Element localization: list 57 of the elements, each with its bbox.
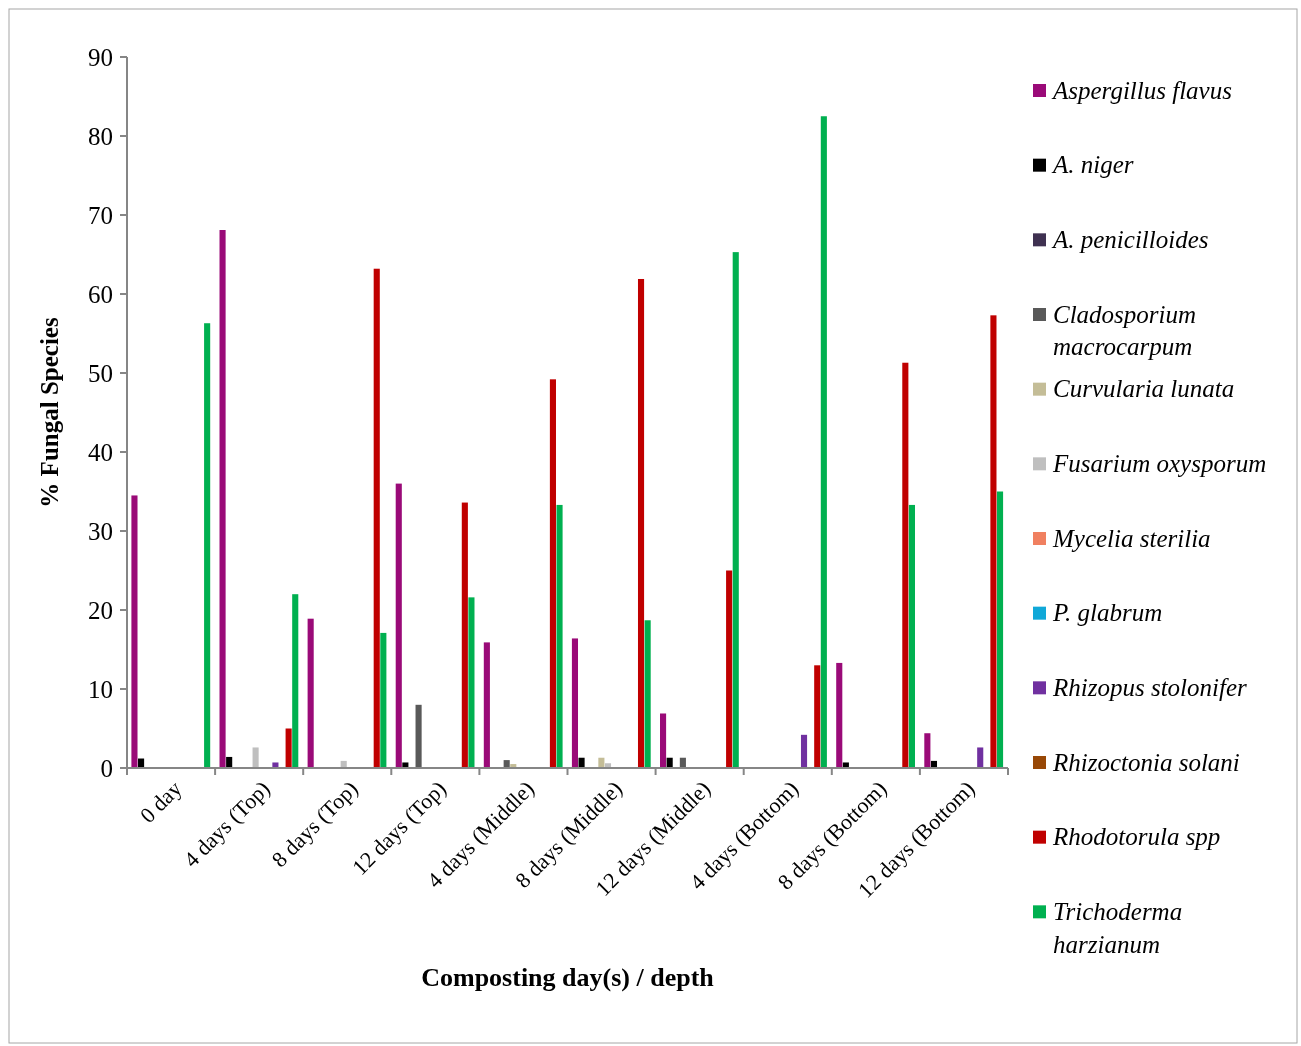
bar [908, 504, 915, 768]
bar [556, 504, 563, 768]
legend-label: A. penicilloides [1051, 226, 1209, 254]
legend-label: Trichoderma harzianum [1053, 898, 1183, 958]
bar [800, 734, 808, 768]
bar [996, 491, 1004, 768]
y-tick-label: 50 [88, 359, 113, 387]
bar [380, 632, 387, 768]
bar [836, 662, 843, 768]
bar [549, 379, 556, 768]
bar [571, 638, 579, 768]
bar [732, 252, 739, 768]
bar [660, 713, 667, 768]
legend-label: Curvularia lunata [1053, 375, 1235, 403]
legend-label: Aspergillus flavus [1051, 76, 1232, 104]
y-tick-label: 80 [88, 122, 113, 150]
bar [468, 597, 475, 768]
x-axis-title: Composting day(s) / depth [421, 963, 715, 992]
bar [252, 747, 259, 768]
legend-label: A. niger [1051, 151, 1134, 179]
bar [644, 620, 651, 768]
bar [820, 116, 827, 768]
legend-label: Rhizopus stolonifer [1052, 674, 1248, 702]
y-tick-label: 70 [88, 201, 113, 229]
legend-label: P. glabrum [1052, 599, 1163, 627]
bar [292, 594, 299, 768]
y-tick-label: 0 [100, 754, 113, 782]
y-axis-title: % Fungal Species [36, 317, 63, 508]
y-tick-label: 40 [88, 438, 113, 466]
bar [285, 728, 292, 768]
x-tick-label: 0 day [134, 775, 187, 828]
bar [483, 642, 490, 768]
legend-label: Rhizoctonia solani [1052, 748, 1240, 776]
bar [307, 618, 314, 768]
legend-label: Rhodotorula spp [1052, 823, 1221, 851]
bar [373, 268, 380, 768]
bar [219, 230, 226, 768]
y-tick-label: 60 [88, 280, 113, 308]
bar [637, 278, 645, 768]
bar [726, 570, 733, 768]
bar [131, 495, 138, 768]
bar [902, 362, 909, 768]
bar [814, 665, 821, 768]
bar [395, 483, 402, 768]
bar [461, 502, 468, 768]
y-tick-label: 90 [88, 43, 113, 71]
bar [204, 323, 211, 768]
bar [415, 704, 422, 768]
bar [977, 747, 984, 768]
legend-label: Mycelia sterilia [1052, 524, 1211, 552]
y-tick-label: 10 [88, 675, 113, 703]
bar [924, 733, 931, 768]
y-tick-label: 20 [88, 596, 113, 624]
legend-label: Cladosporium macrocarpum [1053, 300, 1197, 361]
bar [990, 315, 997, 768]
legend-label: Fusarium oxysporum [1052, 450, 1267, 478]
y-tick-label: 30 [88, 517, 113, 545]
